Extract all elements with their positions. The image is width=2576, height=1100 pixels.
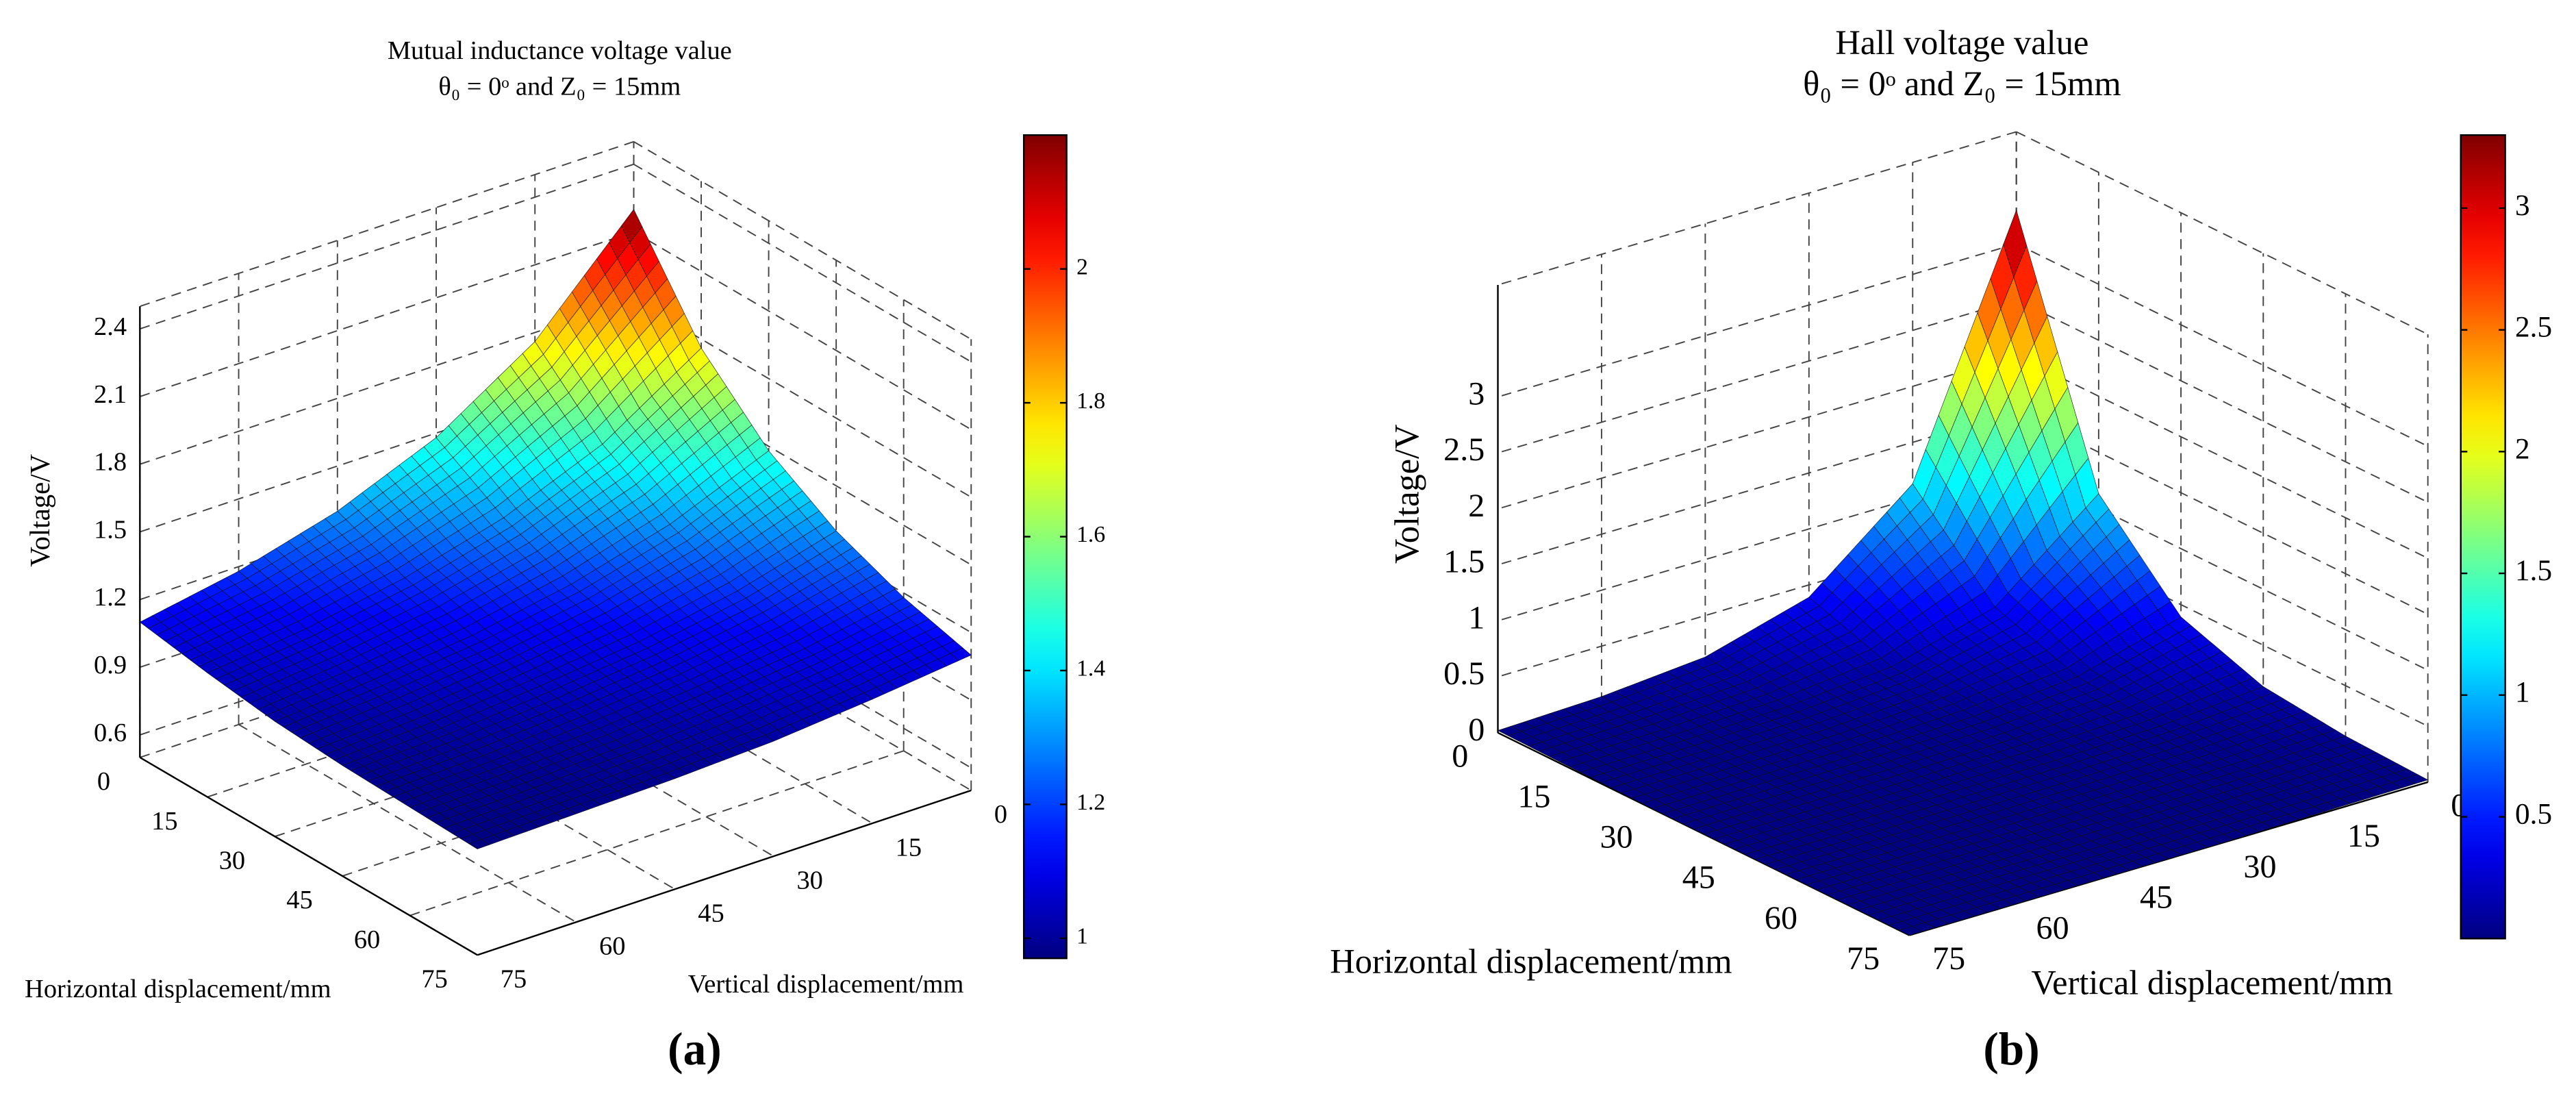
colorbar-tick-label: 0.5 xyxy=(2515,797,2552,830)
z-axis-label: Voltage/V xyxy=(25,453,55,566)
colorbar-tick-label: 1.8 xyxy=(1076,388,1105,414)
z-axis-label: Voltage/V xyxy=(1388,424,1426,564)
colorbar xyxy=(2460,134,2506,940)
colorbar xyxy=(1022,134,1068,960)
box-edge xyxy=(2016,131,2429,335)
panel-label: (b) xyxy=(1983,1023,2039,1075)
x-tick-label: 75 xyxy=(1847,940,1880,977)
colorbar-tick-label: 3 xyxy=(2515,189,2530,222)
y-tick-label: 0 xyxy=(994,800,1007,829)
grid-line xyxy=(2016,355,2429,559)
x-tick-label: 45 xyxy=(286,886,312,914)
z-tick-label: 2.5 xyxy=(1443,432,1485,468)
x-tick-label: 60 xyxy=(1765,900,1797,936)
panel-label: (a) xyxy=(668,1023,721,1075)
grid-line xyxy=(2016,243,2429,447)
z-tick-label: 1 xyxy=(1468,599,1485,636)
grid-line xyxy=(1498,242,2017,398)
x-tick-label: 60 xyxy=(354,925,380,954)
colorbar-tick-label: 1.5 xyxy=(2515,554,2552,587)
y-tick-label: 30 xyxy=(796,866,822,895)
z-tick-label: 0 xyxy=(1468,712,1485,748)
x-axis-label: Horizontal displacement/mm xyxy=(1330,942,1732,980)
y-axis-label: Vertical displacement/mm xyxy=(2031,964,2392,1002)
chart-subtitle: θ₀ = 0ᵒ and Z₀ = 15mm xyxy=(1803,64,2121,103)
z-tick-label: 0.9 xyxy=(94,651,127,679)
colorbar-tick-label: 1 xyxy=(1076,924,1088,949)
z-tick-label: 0.6 xyxy=(94,718,127,747)
x-axis xyxy=(139,756,478,956)
x-tick-label: 15 xyxy=(1517,778,1550,814)
chart-title: Mutual inductance voltage value xyxy=(388,36,732,65)
z-tick-label: 0.5 xyxy=(1443,655,1485,692)
y-tick-label: 60 xyxy=(2036,910,2069,946)
grid-line xyxy=(140,163,634,330)
colorbar-tick-label: 1.2 xyxy=(1076,790,1105,815)
box-edge xyxy=(140,140,634,308)
y-tick-label: 30 xyxy=(2243,849,2276,885)
chart-subtitle: θ₀ = 0ᵒ and Z₀ = 15mm xyxy=(438,73,681,101)
surface-patch xyxy=(1898,926,1923,936)
y-axis xyxy=(477,789,972,956)
y-tick-label: 15 xyxy=(2347,818,2380,854)
grid-line xyxy=(2016,523,2429,727)
box-edge xyxy=(633,141,972,340)
x-axis-label: Horizontal displacement/mm xyxy=(25,975,331,1003)
grid-line xyxy=(2016,466,2429,671)
x-tick-label: 75 xyxy=(421,965,447,994)
x-tick-label: 0 xyxy=(97,767,110,796)
z-tick-label: 1.5 xyxy=(1443,544,1485,580)
z-tick-label: 1.2 xyxy=(94,583,127,612)
grid-line xyxy=(2016,411,2429,615)
surface-patch xyxy=(468,839,490,849)
grid-line xyxy=(1498,411,2017,566)
z-tick-label: 2.4 xyxy=(94,312,127,341)
colorbar-tick-label: 2.5 xyxy=(2515,311,2552,344)
x-tick-label: 30 xyxy=(1600,819,1633,855)
colorbar-tick-label: 2 xyxy=(1076,254,1088,279)
colorbar-tick-label: 1.6 xyxy=(1076,522,1105,547)
x-tick-label: 15 xyxy=(151,807,177,836)
grid-line xyxy=(1498,355,2017,510)
grid-line xyxy=(2016,299,2429,503)
y-tick-label: 15 xyxy=(896,833,922,862)
y-axis-label: Vertical displacement/mm xyxy=(688,970,964,999)
x-tick-label: 0 xyxy=(1452,738,1468,774)
z-tick-label: 2.1 xyxy=(94,380,127,409)
z-tick-label: 1.5 xyxy=(94,515,127,544)
y-tick-label: 75 xyxy=(501,965,527,994)
x-tick-label: 45 xyxy=(1682,860,1715,896)
colorbar-tick-label: 1 xyxy=(2515,676,2530,709)
grid-line xyxy=(409,750,905,916)
z-tick-label: 1.8 xyxy=(94,448,127,477)
y-tick-label: 45 xyxy=(698,899,724,927)
grid-line xyxy=(1498,299,2017,454)
colorbar-tick-label: 1.4 xyxy=(1076,656,1105,682)
colorbar-tick-label: 2 xyxy=(2515,432,2530,465)
z-tick-label: 3 xyxy=(1468,375,1485,412)
x-tick-label: 30 xyxy=(219,847,245,875)
y-tick-label: 45 xyxy=(2140,879,2173,916)
grid-line xyxy=(140,231,634,397)
box-edge xyxy=(1498,131,2017,286)
y-tick-label: 60 xyxy=(599,932,625,961)
z-tick-label: 2 xyxy=(1468,488,1485,524)
y-tick-label: 75 xyxy=(1932,940,1965,977)
chart-title: Hall voltage value xyxy=(1835,23,2088,62)
